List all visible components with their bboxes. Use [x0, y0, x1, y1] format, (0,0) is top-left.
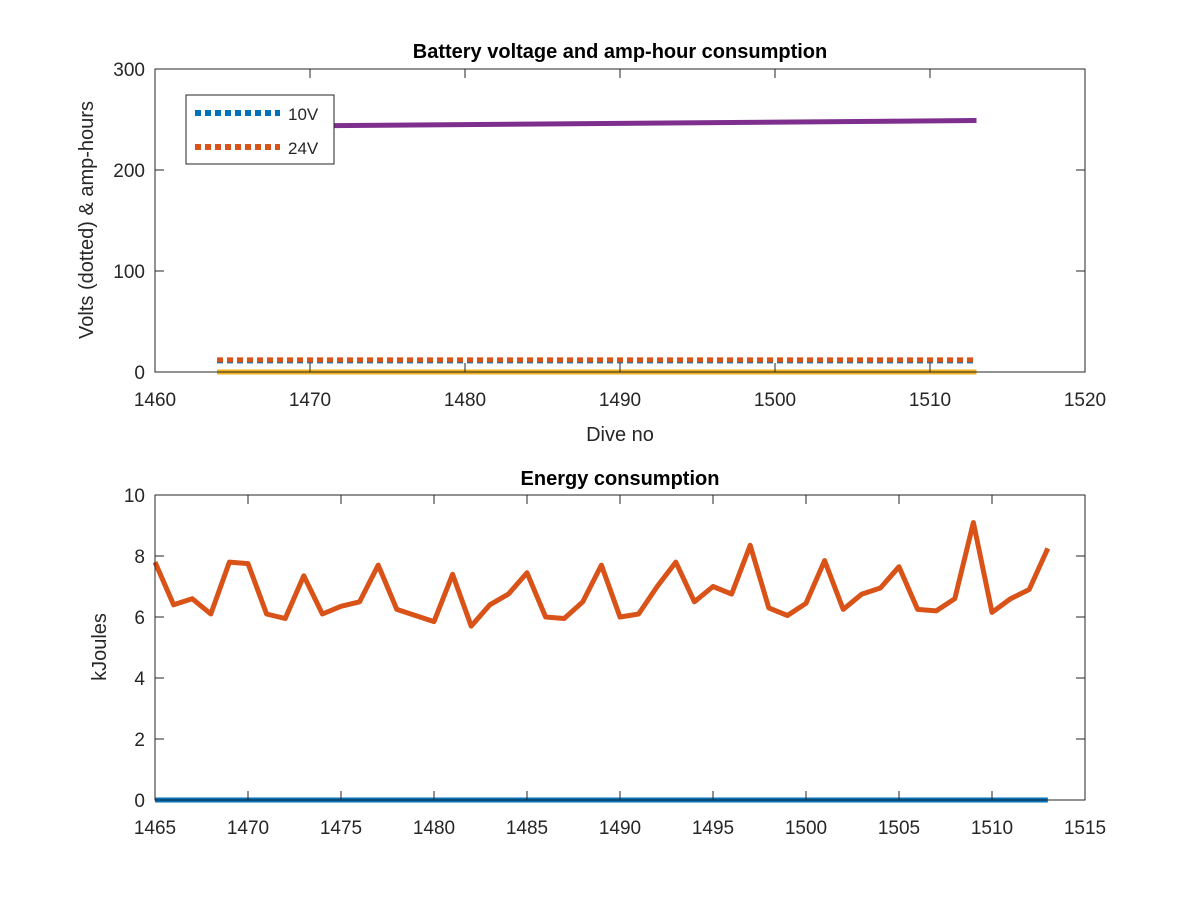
bottom-plot: Energy consumption 1465 1470 1475 1480 1485 1… [89, 468, 1106, 839]
top-plot-title: Battery voltage and amp-hour consumption [413, 41, 827, 63]
top-xtick-label: 1460 [134, 390, 176, 411]
top-plot-legend: 10V 24V [185, 94, 335, 165]
top-xtick-label: 1490 [599, 390, 641, 411]
bottom-xtick-label: 1485 [506, 818, 548, 839]
bottom-ytick-label: 8 [134, 547, 145, 568]
top-xtick-label: 1520 [1064, 390, 1106, 411]
bottom-xtick-label: 1515 [1064, 818, 1106, 839]
top-series-line-3 [216, 118, 977, 130]
bottom-xtick-label: 1480 [413, 818, 455, 839]
legend-label-10v: 10V [288, 105, 319, 124]
bottom-xtick-label: 1470 [227, 818, 269, 839]
bottom-xtick-label: 1495 [692, 818, 734, 839]
bottom-plot-ticks: 1465 1470 1475 1480 1485 1490 1495 1500 1505 1510… [124, 486, 1106, 839]
bottom-plot-ylabel: kJoules [89, 613, 111, 681]
bottom-xtick-label: 1510 [971, 818, 1013, 839]
bottom-xtick-label: 1505 [878, 818, 920, 839]
top-ytick-label: 200 [113, 161, 145, 182]
top-plot: Battery voltage and amp-hour consumption… [76, 41, 1106, 446]
bottom-ytick-label: 0 [134, 791, 145, 812]
top-xtick-label: 1510 [909, 390, 951, 411]
top-ytick-label: 0 [134, 363, 145, 384]
top-xtick-label: 1500 [754, 390, 796, 411]
bottom-xtick-label: 1490 [599, 818, 641, 839]
legend-box [185, 94, 335, 165]
top-plot-ticks: 1460 1470 1480 1490 1500 1510 1520 0 100 200 300 [113, 60, 1106, 411]
bottom-ytick-label: 2 [134, 730, 145, 751]
top-xtick-label: 1480 [444, 390, 486, 411]
bottom-ytick-label: 4 [134, 669, 145, 690]
top-plot-xlabel: Dive no [586, 424, 654, 446]
bottom-plot-title: Energy consumption [521, 468, 720, 490]
top-ytick-label: 300 [113, 60, 145, 81]
top-plot-ylabel: Volts (dotted) & amp-hours [76, 101, 98, 339]
top-xtick-label: 1470 [289, 390, 331, 411]
bottom-xtick-label: 1500 [785, 818, 827, 839]
bottom-ytick-label: 10 [124, 486, 145, 507]
bottom-xtick-label: 1475 [320, 818, 362, 839]
legend-label-24v: 24V [288, 139, 319, 158]
bottom-ytick-label: 6 [134, 608, 145, 629]
bottom-series-line-1 [152, 520, 1051, 629]
top-ytick-label: 100 [113, 262, 145, 283]
bottom-xtick-label: 1465 [134, 818, 176, 839]
